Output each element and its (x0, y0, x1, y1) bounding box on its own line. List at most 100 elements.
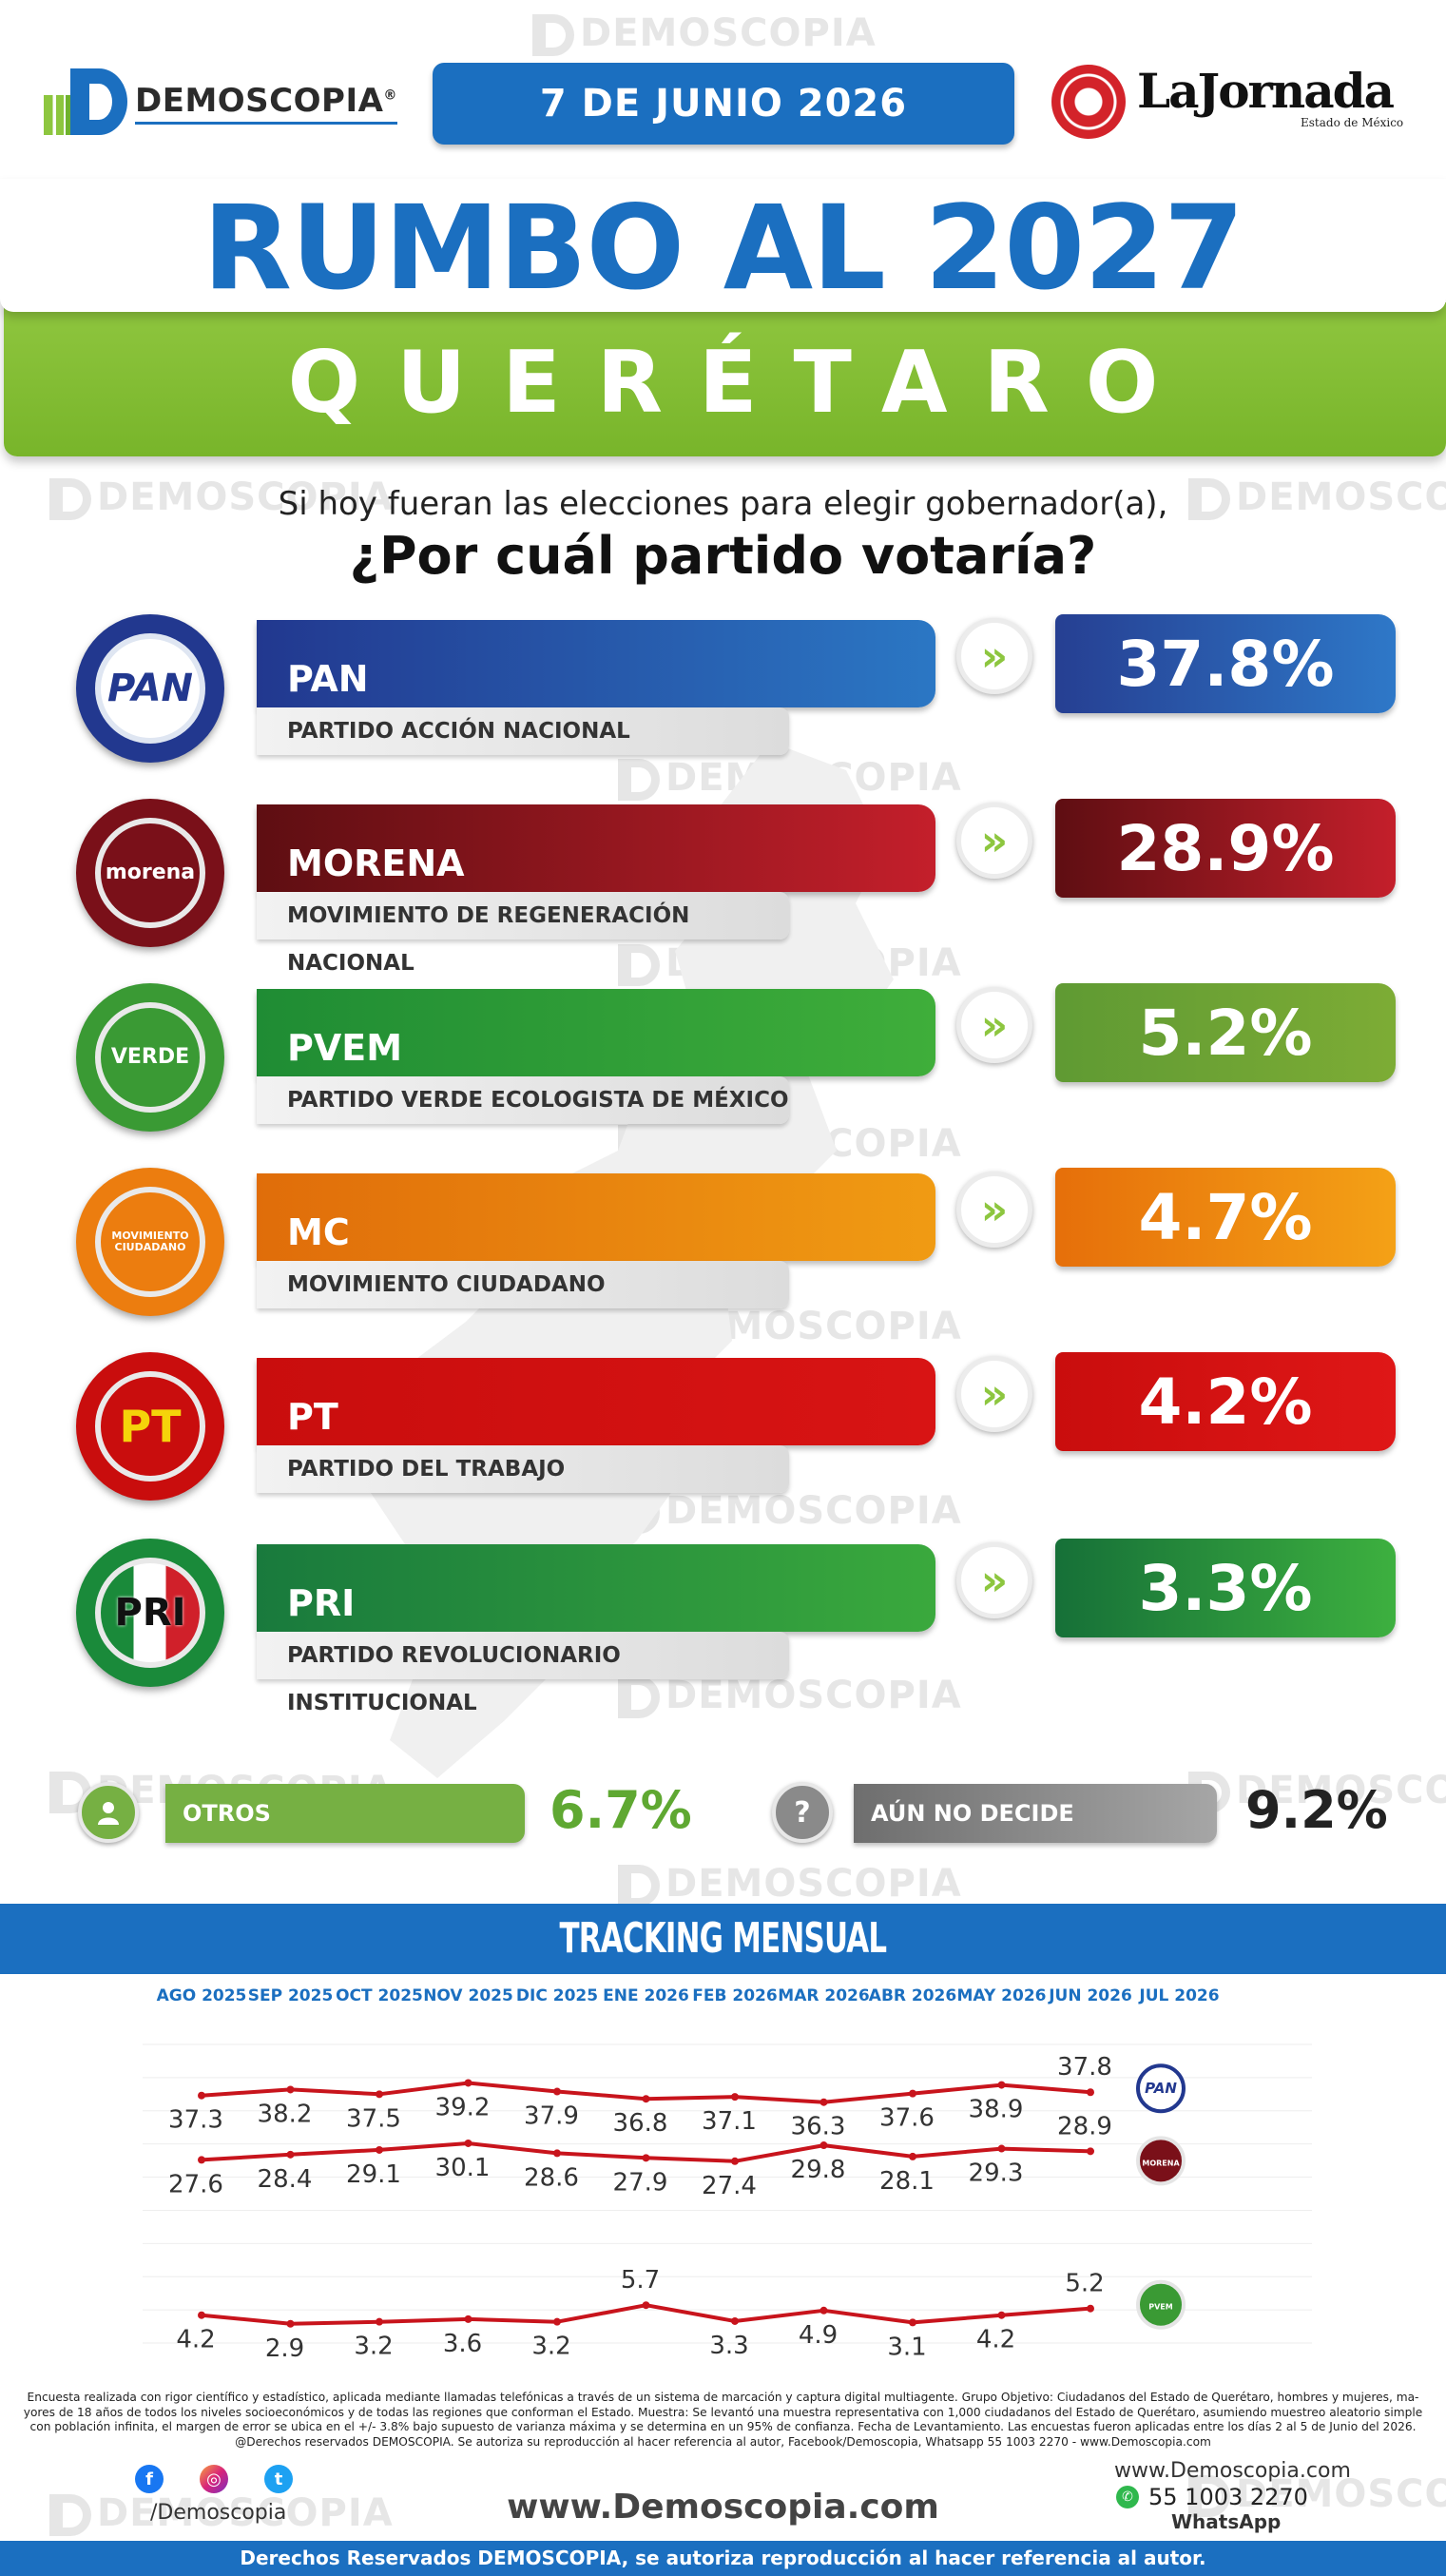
data-point (376, 2145, 383, 2154)
data-label: 29.8 (791, 2156, 846, 2184)
data-point (731, 2093, 739, 2101)
double-chevron-icon: » (956, 1172, 1032, 1248)
methodology-line: con población infinita, el margen de err… (29, 2420, 1417, 2433)
watermark: DEMOSCOPIA (532, 11, 877, 56)
data-label: 2.9 (265, 2334, 304, 2363)
data-label: 36.3 (791, 2113, 846, 2141)
data-point (376, 2317, 383, 2326)
data-point (198, 2156, 205, 2164)
title-band (0, 179, 1446, 312)
party-percentage: 28.9% (1055, 799, 1396, 898)
data-label: 29.3 (969, 2160, 1024, 2188)
data-label: 37.9 (524, 2102, 579, 2131)
question-line-2: ¿Por cuál partido votaría? (349, 526, 1097, 586)
month-label: OCT 2025 (336, 1986, 423, 2005)
others-label: OTROS (165, 1784, 525, 1843)
double-chevron-icon: » (956, 803, 1032, 879)
phone-number[interactable]: 55 1003 2270 (1148, 2484, 1308, 2510)
question-line-1: Si hoy fueran las elecciones para elegir… (278, 485, 1168, 523)
data-label: 28.9 (1057, 2112, 1112, 2140)
month-label: ABR 2026 (869, 1986, 956, 2005)
data-label: 29.1 (346, 2160, 401, 2189)
data-point (909, 2152, 916, 2160)
party-bar: PRI (257, 1544, 935, 1632)
data-label: 36.8 (613, 2109, 668, 2138)
party-bar: PVEM (257, 989, 935, 1076)
data-point (731, 2157, 739, 2165)
data-label: 27.4 (702, 2172, 757, 2200)
demoscopia-wordmark: DEMOSCOPIA® (135, 82, 397, 120)
data-label: 28.4 (258, 2165, 313, 2194)
data-point (286, 2085, 295, 2094)
series-badge-pvem-icon (1136, 2279, 1186, 2330)
party-abbr: PAN (287, 658, 369, 700)
data-label: 5.7 (621, 2266, 660, 2295)
month-label: MAR 2026 (778, 1986, 869, 2005)
facebook-icon[interactable]: f (135, 2465, 164, 2493)
party-abbr: MORENA (287, 843, 465, 884)
data-point (286, 2319, 295, 2328)
methodology-line: yores de 18 años de todos los niveles so… (23, 2405, 1423, 2419)
instagram-icon[interactable]: ◎ (200, 2465, 228, 2493)
party-bar: PT (257, 1358, 935, 1445)
data-point (997, 2144, 1006, 2153)
twitter-icon[interactable]: t (264, 2465, 293, 2493)
data-point (997, 2311, 1006, 2319)
party-bar: MC (257, 1173, 935, 1261)
party-logo-text: VERDE (110, 1044, 190, 1069)
user-icon (78, 1782, 139, 1843)
data-point (909, 2318, 916, 2327)
la-jornada-sun-icon (1051, 65, 1126, 139)
data-point (553, 2087, 561, 2096)
party-row-pri: PRI PRI PARTIDO REVOLUCIONARIO INSTITUCION… (0, 1539, 1446, 1715)
party-row-morena: morena MORENA MOVIMIENTO DE REGENERACIÓN N… (0, 799, 1446, 976)
pt-logo-icon: PT (76, 1352, 224, 1501)
party-full-name: MOVIMIENTO DE REGENERACIÓN NACIONAL (257, 892, 789, 976)
data-label: 38.9 (969, 2096, 1024, 2124)
watermark: DEMOSCOPIA (618, 1674, 962, 1718)
data-label: 4.2 (976, 2326, 1015, 2354)
data-label: 3.3 (709, 2332, 748, 2360)
party-row-pt: PT PT PARTIDO DEL TRABAJO » 4.2% (0, 1352, 1446, 1514)
month-label: SEP 2025 (248, 1986, 334, 2005)
data-label: 4.2 (176, 2326, 215, 2354)
demoscopia-logo (44, 68, 131, 135)
social-handle[interactable]: /Demoscopia (150, 2501, 287, 2525)
double-chevron-icon: » (956, 987, 1032, 1063)
website-link-small[interactable]: www.Demoscopia.com (1114, 2459, 1351, 2483)
month-label: NOV 2025 (423, 1986, 513, 2005)
others-pct: 6.7% (549, 1780, 692, 1840)
main-title: RUMBO AL 2027 (202, 181, 1244, 316)
month-label: MAY 2026 (957, 1986, 1047, 2005)
party-logo-text: morena (105, 860, 196, 884)
month-label: AGO 2025 (157, 1986, 247, 2005)
party-percentage: 37.8% (1055, 614, 1396, 713)
undecided-label: AÚN NO DECIDE (854, 1784, 1217, 1843)
la-jornada-wordmark: LaJornada (1137, 63, 1395, 119)
party-percentage: 4.2% (1055, 1352, 1396, 1451)
series-badge-label: MORENA (1142, 2159, 1180, 2167)
month-label: DIC 2025 (516, 1986, 598, 2005)
data-label: 37.5 (346, 2104, 401, 2133)
party-percentage: 4.7% (1055, 1168, 1396, 1267)
series-badge-pan-icon (1136, 2063, 1186, 2114)
series-badge-morena-icon (1136, 2136, 1186, 2186)
state-band (4, 302, 1446, 456)
party-full-name: MOVIMIENTO CIUDADANO (257, 1261, 789, 1308)
watermark: DEMOSCOPIA (49, 2491, 394, 2536)
website-link[interactable]: www.Demoscopia.com (507, 2488, 939, 2527)
data-label: 5.2 (1065, 2270, 1104, 2298)
party-row-pan: PAN PAN PARTIDO ACCIÓN NACIONAL » 37.8% (0, 614, 1446, 776)
party-row-mc: MOVIMIENTO CIUDADANO MC MOVIMIENTO CIUDADA… (0, 1168, 1446, 1329)
watermark: DEMOSCOPIA (618, 1862, 962, 1907)
data-point (464, 2139, 472, 2147)
data-label: 28.6 (524, 2163, 579, 2192)
series-badge-label: PVEM (1148, 2303, 1173, 2312)
month-label: JUL 2026 (1138, 1986, 1219, 2005)
series-badge-label: PAN (1145, 2080, 1177, 2097)
watermark: DEMOSCOPIA (1188, 2472, 1446, 2517)
pvem-logo-icon: VERDE (76, 983, 224, 1132)
pri-logo-icon: PRI (76, 1539, 224, 1687)
data-point (1087, 2147, 1094, 2156)
data-point (464, 2315, 472, 2323)
